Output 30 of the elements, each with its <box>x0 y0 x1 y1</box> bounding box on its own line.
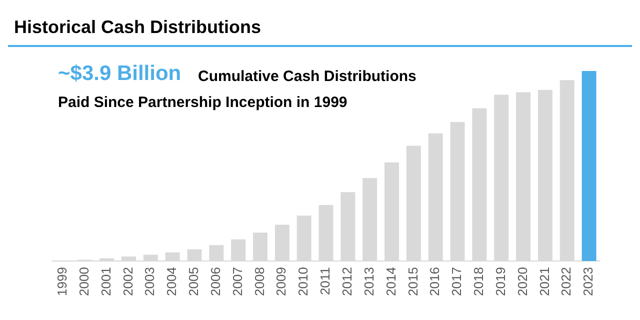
x-tick-label: 2005 <box>186 267 202 296</box>
x-tick-label: 2018 <box>471 267 486 296</box>
x-tick-label: 2004 <box>164 267 180 296</box>
bar <box>582 71 596 262</box>
x-tick-label: 2007 <box>230 267 245 296</box>
x-tick-label: 1999 <box>54 267 70 296</box>
x-tick-label: 2016 <box>427 267 442 296</box>
annotation: ~$3.9 Billion <box>58 62 182 86</box>
x-tick-label: 2012 <box>340 267 354 296</box>
x-tick-label: 2002 <box>120 267 136 296</box>
x-tick-label: 2010 <box>296 267 311 296</box>
x-tick-label: 2013 <box>361 267 376 296</box>
x-tick-label: 2001 <box>98 267 114 296</box>
annotation: Cumulative Cash Distributions <box>198 68 416 85</box>
x-tick-label: 2006 <box>208 267 223 296</box>
x-tick-label: 2017 <box>449 267 464 296</box>
x-tick-label: 2011 <box>318 267 333 296</box>
x-tick-label: 2015 <box>405 267 420 296</box>
x-tick-label: 2014 <box>383 267 398 296</box>
annotation: Paid Since Partnership Inception in 1999 <box>58 94 348 111</box>
x-tick-label: 2008 <box>252 267 267 296</box>
x-tick-label: 2022 <box>558 267 574 296</box>
x-tick-label: 2009 <box>274 267 289 296</box>
x-tick-label: 2020 <box>514 267 530 296</box>
x-tick-label: 2021 <box>536 267 552 296</box>
x-tick-label: 2003 <box>142 267 158 296</box>
chart-title: Historical Cash Distributions <box>14 17 262 38</box>
x-tick-label: 2019 <box>492 267 508 296</box>
x-tick-label: 2000 <box>76 267 92 296</box>
x-tick-label: 2023 <box>580 267 596 296</box>
